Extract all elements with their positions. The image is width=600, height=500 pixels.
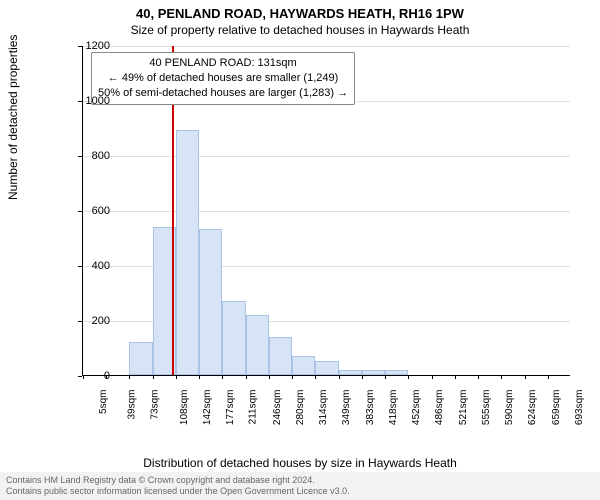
y-tick-mark: [78, 376, 82, 377]
histogram-bar: [269, 337, 292, 376]
x-tick-mark: [501, 375, 502, 379]
x-tick-mark: [315, 375, 316, 379]
gridline: [83, 156, 570, 157]
y-tick-label: 800: [80, 150, 110, 162]
gridline: [83, 211, 570, 212]
y-tick-label: 1200: [80, 40, 110, 52]
x-tick-mark: [176, 375, 177, 379]
chart-area: 40 PENLAND ROAD: 131sqm ← 49% of detache…: [48, 46, 570, 416]
x-tick-mark: [153, 375, 154, 379]
x-tick-mark: [408, 375, 409, 379]
x-tick-mark: [339, 375, 340, 379]
x-tick-label: 418sqm: [388, 390, 399, 426]
plot-region: 40 PENLAND ROAD: 131sqm ← 49% of detache…: [82, 46, 570, 376]
x-tick-label: 73sqm: [150, 390, 161, 420]
x-tick-label: 280sqm: [295, 390, 306, 426]
x-tick-label: 349sqm: [341, 390, 352, 426]
y-tick-mark: [78, 156, 82, 157]
histogram-bar: [292, 356, 315, 375]
x-axis-label: Distribution of detached houses by size …: [0, 456, 600, 470]
x-tick-label: 555sqm: [481, 390, 492, 426]
annotation-line-3: 50% of semi-detached houses are larger (…: [98, 86, 348, 101]
y-tick-mark: [78, 46, 82, 47]
x-tick-label: 177sqm: [225, 390, 236, 426]
y-tick-mark: [78, 101, 82, 102]
x-tick-mark: [269, 375, 270, 379]
footer-attribution: Contains HM Land Registry data © Crown c…: [0, 472, 600, 500]
y-tick-mark: [78, 321, 82, 322]
histogram-bar: [385, 370, 408, 376]
x-tick-label: 314sqm: [318, 390, 329, 426]
x-tick-mark: [246, 375, 247, 379]
x-tick-mark: [199, 375, 200, 379]
histogram-bar: [199, 229, 222, 375]
histogram-bar: [176, 130, 199, 375]
y-tick-label: 0: [80, 370, 110, 382]
annotation-line-2: ← 49% of detached houses are smaller (1,…: [98, 71, 348, 86]
x-tick-mark: [432, 375, 433, 379]
x-tick-label: 693sqm: [574, 390, 585, 426]
x-tick-mark: [478, 375, 479, 379]
footer-line-2: Contains public sector information licen…: [6, 486, 594, 497]
x-tick-mark: [385, 375, 386, 379]
x-tick-label: 624sqm: [527, 390, 538, 426]
annotation-line-1: 40 PENLAND ROAD: 131sqm: [98, 56, 348, 71]
annotation-box: 40 PENLAND ROAD: 131sqm ← 49% of detache…: [91, 52, 355, 105]
x-tick-label: 5sqm: [98, 390, 109, 414]
x-tick-mark: [548, 375, 549, 379]
chart-title-block: 40, PENLAND ROAD, HAYWARDS HEATH, RH16 1…: [0, 0, 600, 37]
x-tick-label: 211sqm: [248, 390, 259, 425]
x-tick-label: 108sqm: [179, 390, 190, 426]
histogram-bar: [339, 370, 362, 376]
histogram-bar: [315, 361, 338, 375]
histogram-bar: [362, 370, 385, 376]
y-tick-mark: [78, 266, 82, 267]
y-tick-label: 400: [80, 260, 110, 272]
gridline: [83, 46, 570, 47]
x-tick-label: 590sqm: [504, 390, 515, 426]
x-tick-mark: [455, 375, 456, 379]
x-tick-mark: [362, 375, 363, 379]
histogram-bar: [222, 301, 245, 375]
x-tick-label: 39sqm: [127, 390, 138, 420]
y-tick-label: 1000: [80, 95, 110, 107]
x-tick-label: 142sqm: [202, 390, 213, 426]
title-line-1: 40, PENLAND ROAD, HAYWARDS HEATH, RH16 1…: [0, 6, 600, 21]
y-axis-label: Number of detached properties: [6, 35, 20, 200]
x-tick-label: 246sqm: [272, 390, 283, 426]
y-tick-label: 200: [80, 315, 110, 327]
footer-line-1: Contains HM Land Registry data © Crown c…: [6, 475, 594, 486]
title-line-2: Size of property relative to detached ho…: [0, 23, 600, 37]
x-tick-label: 659sqm: [551, 390, 562, 426]
x-tick-label: 452sqm: [411, 390, 422, 426]
x-tick-mark: [525, 375, 526, 379]
x-tick-mark: [292, 375, 293, 379]
x-tick-label: 486sqm: [434, 390, 445, 426]
x-tick-label: 521sqm: [458, 390, 469, 426]
x-tick-mark: [222, 375, 223, 379]
x-tick-mark: [129, 375, 130, 379]
y-tick-label: 600: [80, 205, 110, 217]
y-tick-mark: [78, 211, 82, 212]
x-tick-label: 383sqm: [365, 390, 376, 426]
histogram-bar: [246, 315, 269, 376]
histogram-bar: [129, 342, 152, 375]
